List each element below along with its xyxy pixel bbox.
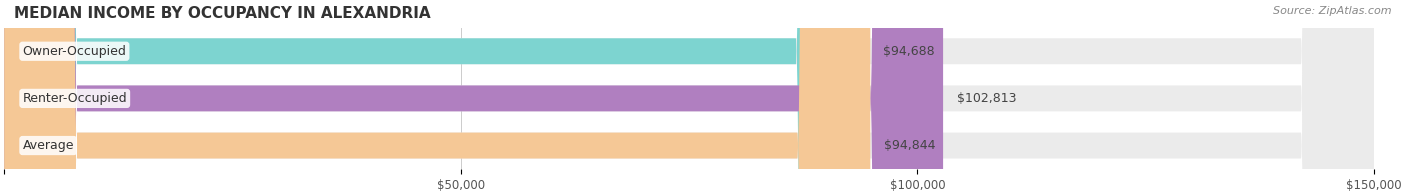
Text: $94,688: $94,688 <box>883 45 934 58</box>
Text: Renter-Occupied: Renter-Occupied <box>22 92 127 105</box>
Text: $102,813: $102,813 <box>957 92 1017 105</box>
FancyBboxPatch shape <box>4 0 1374 196</box>
Text: Average: Average <box>22 139 75 152</box>
FancyBboxPatch shape <box>4 0 943 196</box>
Text: MEDIAN INCOME BY OCCUPANCY IN ALEXANDRIA: MEDIAN INCOME BY OCCUPANCY IN ALEXANDRIA <box>14 6 430 21</box>
Text: $94,844: $94,844 <box>884 139 935 152</box>
Text: Source: ZipAtlas.com: Source: ZipAtlas.com <box>1274 6 1392 16</box>
Text: Owner-Occupied: Owner-Occupied <box>22 45 127 58</box>
FancyBboxPatch shape <box>4 0 870 196</box>
FancyBboxPatch shape <box>4 0 869 196</box>
FancyBboxPatch shape <box>4 0 1374 196</box>
FancyBboxPatch shape <box>4 0 1374 196</box>
